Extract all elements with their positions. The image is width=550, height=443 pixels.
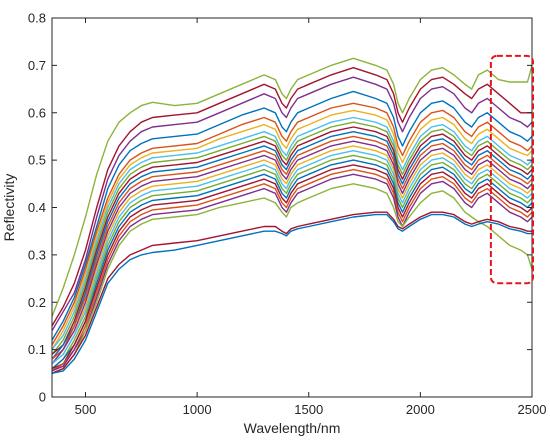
y-tick-label: 0.4 [28,200,46,215]
series-lines [51,57,533,374]
x-axis-title: Wavelength/nm [244,420,341,436]
y-tick-label: 0.6 [28,105,46,120]
series-line [51,183,533,374]
series-line [51,154,533,370]
y-tick-label: 0 [39,390,46,405]
series-line [51,116,533,351]
series-line [51,140,533,365]
x-tick-label: 2000 [406,402,435,417]
x-tick-label: 2500 [518,402,547,417]
series-line [51,149,533,365]
x-tick-label: 1500 [294,402,323,417]
x-axis: 500 1000 1500 2000 2500 [75,18,547,417]
series-line [51,164,533,370]
highlight-region [489,54,535,285]
series-line [51,76,533,332]
x-tick-label: 1000 [183,402,212,417]
y-axis: 0 0.1 0.2 0.3 0.4 0.5 0.6 0.7 0.8 [28,11,532,405]
series-line [51,57,533,317]
y-tick-label: 0.2 [28,295,46,310]
x-tick-label: 500 [75,402,97,417]
series-line [51,213,532,374]
series-line [51,130,533,360]
y-tick-label: 0.3 [28,247,46,262]
series-line [51,211,532,374]
series-line [51,145,533,365]
y-tick-label: 0.7 [28,58,46,73]
series-line [51,66,532,327]
y-tick-label: 0.5 [28,153,46,168]
y-tick-label: 0.8 [28,11,46,26]
series-line [51,102,533,346]
y-tick-label: 0.1 [28,342,46,357]
series-line [51,109,533,350]
series-line [51,121,533,355]
series-line [51,126,533,355]
series-line [51,135,533,360]
series-line [51,90,533,341]
series-line [51,168,533,372]
series-line [51,173,533,372]
series-line [51,159,533,370]
y-axis-title: Reflectivity [1,174,17,242]
